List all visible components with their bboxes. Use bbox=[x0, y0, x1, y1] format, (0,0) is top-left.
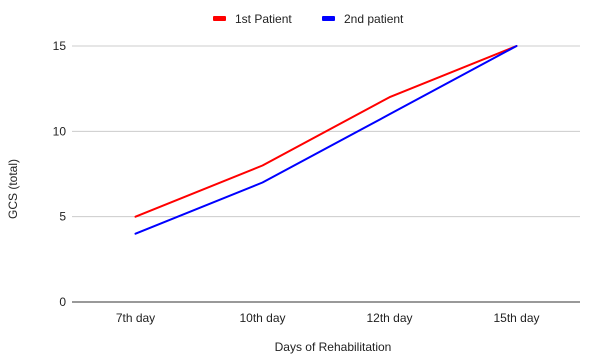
legend: 1st Patient 2nd patient bbox=[213, 12, 404, 26]
series-line-2 bbox=[134, 45, 518, 235]
x-tick-label: 7th day bbox=[116, 311, 155, 325]
series-lines bbox=[134, 45, 518, 235]
gridlines bbox=[72, 45, 580, 303]
legend-swatch-1 bbox=[213, 16, 226, 21]
legend-swatch-2 bbox=[322, 16, 335, 21]
x-tick-label: 12th day bbox=[366, 311, 412, 325]
y-tick-label: 0 bbox=[59, 295, 66, 309]
y-axis-ticks: 0 5 10 15 bbox=[53, 39, 67, 309]
y-tick-label: 5 bbox=[59, 210, 66, 224]
x-axis-label: Days of Rehabilitation bbox=[275, 340, 392, 354]
legend-label-2: 2nd patient bbox=[344, 12, 404, 26]
y-tick-label: 10 bbox=[53, 124, 67, 138]
legend-label-1: 1st Patient bbox=[235, 12, 292, 26]
x-tick-label: 10th day bbox=[239, 311, 285, 325]
y-tick-label: 15 bbox=[53, 39, 67, 53]
x-axis-ticks: 7th day 10th day 12th day 15th day bbox=[116, 311, 540, 325]
y-axis-label: GCS (total) bbox=[6, 159, 20, 219]
series-line-1 bbox=[134, 45, 518, 218]
x-tick-label: 15th day bbox=[493, 311, 539, 325]
